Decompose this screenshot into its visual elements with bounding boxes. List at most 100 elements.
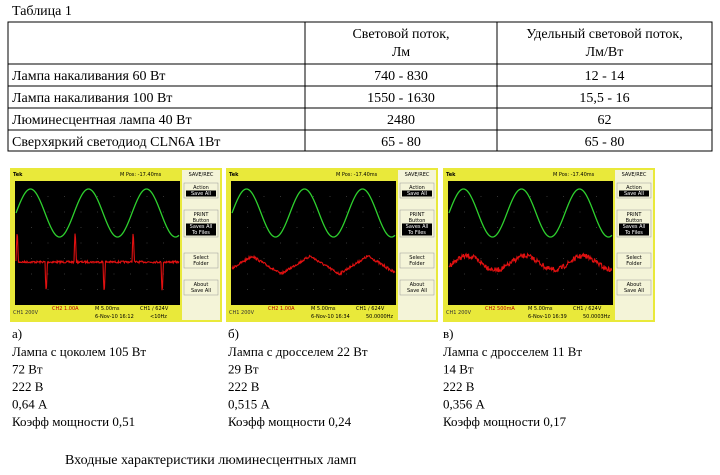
grid-dot [113, 211, 115, 213]
grid-dot [313, 196, 314, 197]
grid-dot [280, 227, 281, 228]
grid-dot [530, 211, 531, 213]
grid-dot [329, 258, 331, 259]
menu-highlight [402, 190, 432, 197]
header-cell: Лм [392, 45, 410, 60]
grid-dot [97, 227, 98, 228]
grid-dot [163, 196, 164, 197]
grid-dot [97, 242, 98, 244]
menu-title: SAVE/REC [405, 172, 430, 178]
grid-dot [563, 211, 564, 213]
grid-dot [130, 196, 131, 197]
current-trace [448, 252, 613, 274]
menu-item: About [194, 282, 209, 288]
grid-dot [579, 211, 581, 213]
caption-line: 222 В [228, 379, 260, 394]
menu-box [183, 182, 219, 199]
menu-item: Select [193, 255, 208, 261]
grid-dot [31, 273, 32, 275]
menu-item: Folder [409, 261, 425, 267]
grid-dot [329, 227, 331, 228]
grid-dot [362, 196, 364, 197]
grid-dot [247, 211, 248, 213]
grid-dot [263, 273, 265, 275]
menu-highlight [402, 229, 432, 236]
menu-item: Folder [193, 261, 209, 267]
grid-dot [296, 211, 298, 213]
grid-dot [296, 242, 298, 244]
caption-line: 14 Вт [443, 362, 474, 377]
grid-dot [546, 258, 548, 259]
voltage-trace [15, 188, 180, 238]
grid-dot [47, 258, 49, 259]
grid-dot [563, 289, 564, 290]
grid-dot [97, 273, 98, 275]
grid-dot [362, 211, 364, 213]
timebase: M 5.00ms [311, 306, 336, 312]
grid-dot [280, 289, 281, 290]
grid-dot [113, 258, 115, 259]
grid-dot [379, 289, 380, 290]
table-cell: 65 - 80 [585, 135, 625, 150]
menu-item: About [410, 282, 425, 288]
caption-line: 72 Вт [12, 362, 43, 377]
menu-item: Save All [624, 288, 644, 294]
ch1-scale: CH1 200V [13, 310, 39, 316]
menu-item: Action [193, 185, 209, 191]
menu-highlight [619, 223, 649, 230]
menu-item: Button [409, 218, 426, 224]
ch1-scale: CH1 200V [446, 310, 472, 316]
grid-dot [464, 196, 465, 197]
menu-highlight [186, 190, 216, 197]
grid-dot [530, 273, 531, 275]
grid-dot [596, 273, 597, 275]
grid-dot [313, 242, 314, 244]
grid-dot [362, 242, 364, 244]
grid-dot [346, 273, 347, 275]
voltage-trace [231, 188, 396, 238]
current-trace [15, 233, 180, 291]
brand: Tek [446, 172, 456, 178]
grid-dot [497, 196, 498, 197]
grid-dot [346, 258, 347, 259]
menu-highlight [619, 190, 649, 197]
grid-dot [263, 227, 265, 228]
frequency: 50.0000Hz [366, 314, 393, 320]
grid-dot [480, 211, 482, 213]
grid-dot [296, 273, 298, 275]
grid-dot [247, 289, 248, 290]
grid-dot [113, 242, 115, 244]
caption-label: в) [443, 326, 453, 341]
grid-dot [31, 227, 32, 228]
table-cell: 65 - 80 [381, 135, 421, 150]
ch1-scale: CH1 200V [229, 310, 255, 316]
grid-dot [563, 258, 564, 259]
grid-dot [280, 242, 281, 244]
grid-dot [146, 258, 148, 259]
grid-dot [464, 227, 465, 228]
menu-item: Save All [624, 191, 644, 197]
grid-dot [31, 211, 32, 213]
grid-dot [146, 289, 148, 290]
menu-item: Save All [407, 191, 427, 197]
menu-highlight [402, 223, 432, 230]
table-cell: Люминесцентная лампа 40 Вт [12, 113, 192, 128]
grid-dot [596, 227, 597, 228]
grid-dot [296, 289, 298, 290]
grid-dot [64, 227, 65, 228]
menu-item: Folder [626, 261, 642, 267]
grid-dot [480, 258, 482, 259]
menu-item: PRINT [194, 212, 210, 218]
grid-dot [47, 242, 49, 244]
trigger: CH1 ∕ 624V [356, 306, 385, 312]
date: 6-Nov-10 16:12 [95, 314, 134, 320]
grid-dot [497, 289, 498, 290]
grid-dot [130, 258, 131, 259]
grid-dot [80, 289, 82, 290]
grid-dot [247, 227, 248, 228]
grid-dot [80, 227, 82, 228]
grid-dot [563, 242, 564, 244]
grid-dot [146, 211, 148, 213]
trigger: CH1 ∕ 624V [573, 306, 602, 312]
